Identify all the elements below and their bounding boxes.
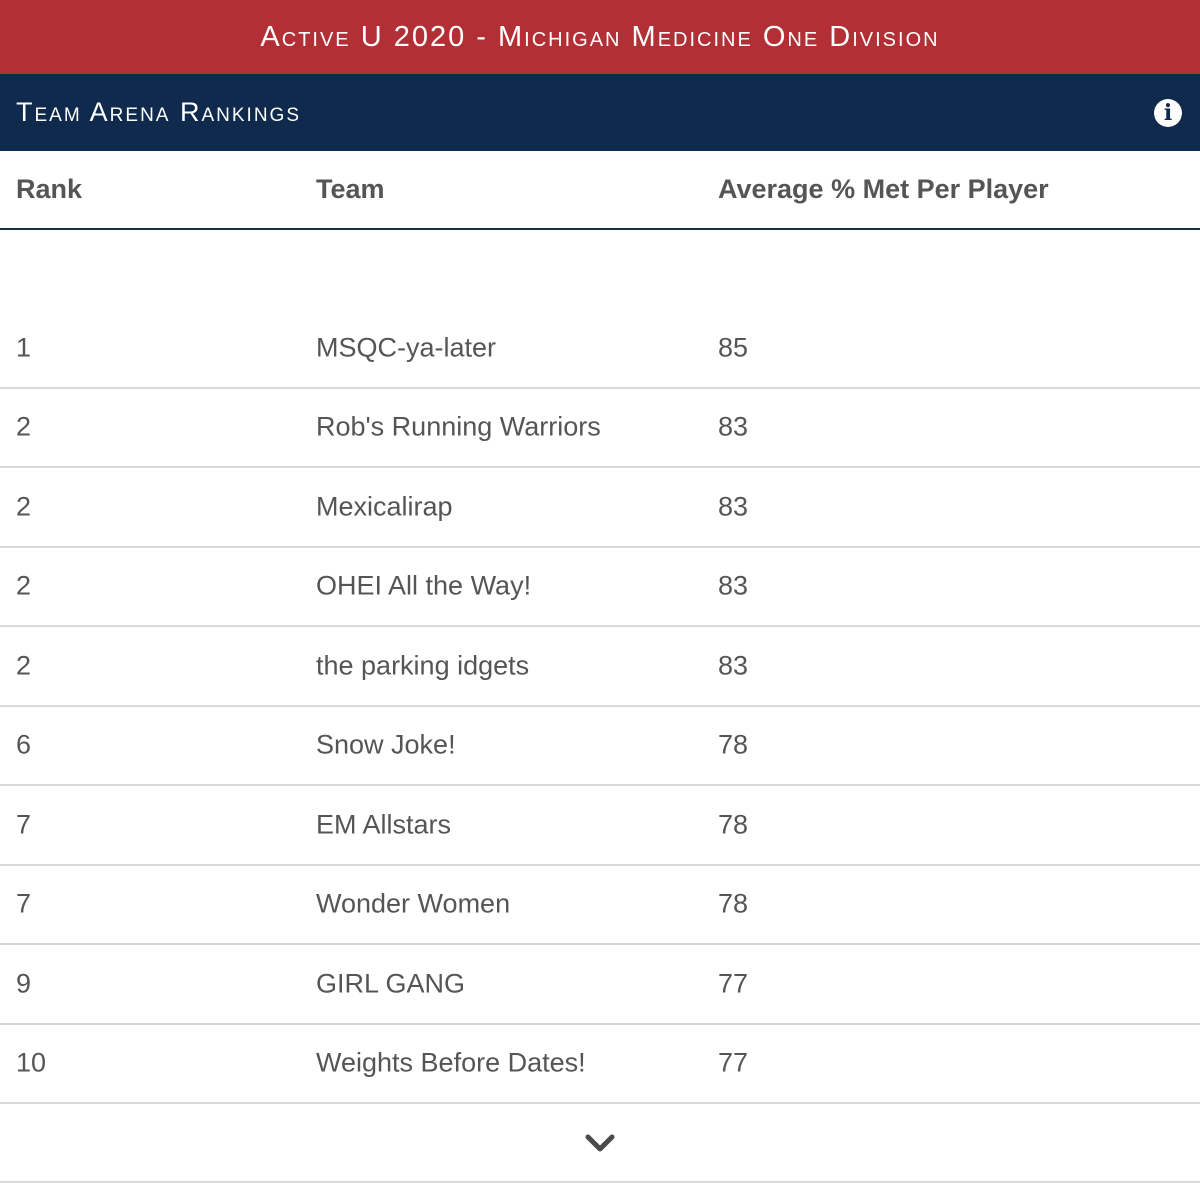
table-header: Rank Team Average % Met Per Player xyxy=(0,151,1200,230)
table-row[interactable]: 9 GIRL GANG 77 xyxy=(0,945,1200,1025)
rank-cell: 1 xyxy=(16,332,32,363)
table-row[interactable]: 10 Weights Before Dates! 77 xyxy=(0,1025,1200,1104)
team-cell: EM Allstars xyxy=(316,809,452,840)
table-row[interactable]: 7 Wonder Women 78 xyxy=(0,866,1200,945)
app-title-bar: Active U 2020 - Michigan Medicine One Di… xyxy=(0,0,1200,74)
team-cell: the parking idgets xyxy=(316,650,530,681)
average-cell: 78 xyxy=(718,729,749,760)
rank-cell: 10 xyxy=(16,1047,47,1078)
column-header-rank[interactable]: Rank xyxy=(16,174,83,204)
team-cell: MSQC-ya-later xyxy=(316,332,497,363)
team-cell: Mexicalirap xyxy=(316,491,453,522)
average-cell: 83 xyxy=(718,570,749,601)
team-cell: OHEI All the Way! xyxy=(316,570,532,601)
team-cell: Snow Joke! xyxy=(316,729,456,760)
team-cell: Weights Before Dates! xyxy=(316,1047,586,1078)
table-row[interactable]: 6 Snow Joke! 78 xyxy=(0,707,1200,786)
page-title: Active U 2020 - Michigan Medicine One Di… xyxy=(260,20,940,53)
team-cell: Rob's Running Warriors xyxy=(316,411,601,442)
average-cell: 85 xyxy=(718,332,749,363)
rank-cell: 2 xyxy=(16,570,32,601)
team-cell: Wonder Women xyxy=(316,888,511,919)
rankings-table-body: 1 MSQC-ya-later 85 2 Rob's Running Warriors 8… xyxy=(0,309,1200,1104)
rank-cell: 7 xyxy=(16,888,32,919)
section-header: Team Arena Rankings i xyxy=(0,74,1200,151)
table-spacer xyxy=(0,230,1200,309)
rank-cell: 9 xyxy=(16,968,32,999)
table-row[interactable]: 2 Rob's Running Warriors 83 xyxy=(0,389,1200,468)
table-row[interactable]: 2 Mexicalirap 83 xyxy=(0,468,1200,548)
team-cell: GIRL GANG xyxy=(316,968,466,999)
rank-cell: 2 xyxy=(16,491,32,522)
table-footer xyxy=(0,1104,1200,1183)
average-cell: 77 xyxy=(718,1047,749,1078)
column-header-average[interactable]: Average % Met Per Player xyxy=(718,174,1049,204)
info-icon[interactable]: i xyxy=(1154,98,1182,127)
section-title: Team Arena Rankings xyxy=(16,97,301,127)
table-row[interactable]: 1 MSQC-ya-later 85 xyxy=(0,309,1200,389)
average-cell: 83 xyxy=(718,411,749,442)
average-cell: 78 xyxy=(718,809,749,840)
table-row[interactable]: 2 the parking idgets 83 xyxy=(0,627,1200,707)
rank-cell: 2 xyxy=(16,411,32,442)
chevron-down-icon[interactable] xyxy=(580,1128,620,1158)
average-cell: 83 xyxy=(718,650,749,681)
average-cell: 83 xyxy=(718,491,749,522)
table-row[interactable]: 2 OHEI All the Way! 83 xyxy=(0,548,1200,627)
average-cell: 78 xyxy=(718,888,749,919)
rank-cell: 6 xyxy=(16,729,32,760)
column-header-team[interactable]: Team xyxy=(316,174,385,204)
average-cell: 77 xyxy=(718,968,749,999)
rank-cell: 7 xyxy=(16,809,32,840)
rank-cell: 2 xyxy=(16,650,32,681)
table-row[interactable]: 7 EM Allstars 78 xyxy=(0,786,1200,866)
